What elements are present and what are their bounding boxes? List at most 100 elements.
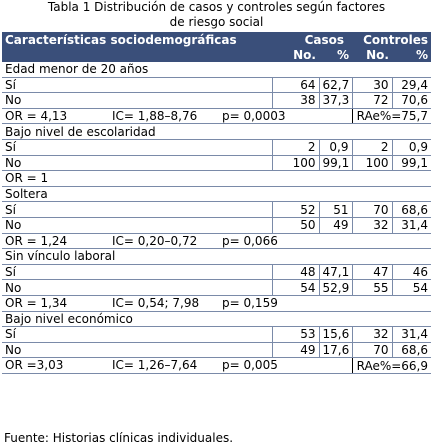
- table-row: No 38 37,3 72 70,6: [2, 92, 432, 109]
- rae-value: [352, 295, 432, 312]
- rae-value: RAe%=66,9: [351, 357, 432, 374]
- confidence-interval: IC= 0,20–0,72: [112, 233, 198, 248]
- cell-c-pct: 47,1: [318, 264, 352, 281]
- cell-c-pct: 51: [318, 201, 352, 218]
- p-value: p= 0,0003: [222, 108, 286, 123]
- row-label: Sí: [2, 201, 272, 218]
- risk-factors-table: Características sociodemográficas Casos …: [2, 32, 432, 374]
- stats-row: OR = 4,13 IC= 1,88–8,76 p= 0,0003 RAe%=75,7: [2, 108, 432, 125]
- header-casos: Casos: [272, 32, 352, 47]
- cell-c-pct: 17,6: [318, 342, 352, 359]
- header-controles: Controles: [352, 32, 432, 47]
- cell-c-pct: 52,9: [318, 279, 352, 296]
- stats-row: OR = 1: [2, 170, 432, 187]
- rae-value: [352, 233, 432, 250]
- table-row: Sí 48 47,1 47 46: [2, 264, 432, 281]
- confidence-interval: IC= 1,88–8,76: [112, 108, 198, 123]
- stats-row: OR = 1,24 IC= 0,20–0,72 p= 0,066: [2, 233, 432, 250]
- rae-value: [352, 170, 432, 187]
- section-title: Soltera: [2, 186, 432, 203]
- cell-k-no: 32: [351, 326, 392, 343]
- cell-c-pct: 37,3: [318, 92, 352, 109]
- odds-ratio: OR =3,03: [5, 358, 64, 373]
- odds-ratio: OR = 1: [5, 171, 49, 186]
- section-title-row: Sin vínculo laboral: [2, 248, 432, 265]
- confidence-interval: IC= 0,54; 7,98: [112, 295, 200, 310]
- section-title: Sin vínculo laboral: [2, 248, 432, 265]
- table-row: No 49 17,6 70 68,6: [2, 342, 432, 359]
- cell-k-no: 100: [351, 155, 392, 172]
- cell-k-pct: 70,6: [391, 92, 432, 109]
- cell-c-no: 53: [271, 326, 319, 343]
- cell-c-no: 49: [271, 342, 319, 359]
- cell-k-no: 55: [351, 279, 392, 296]
- section-title: Bajo nivel económico: [2, 311, 432, 328]
- table-caption: Tabla 1 Distribución de casos y controle…: [0, 0, 433, 30]
- cell-k-pct: 54: [391, 279, 432, 296]
- cell-k-pct: 99,1: [391, 155, 432, 172]
- section-title-row: Soltera: [2, 186, 432, 203]
- cell-c-no: 52: [271, 201, 319, 218]
- cell-k-no: 47: [351, 264, 392, 281]
- cell-c-no: 64: [271, 77, 319, 94]
- section-title: Edad menor de 20 años: [2, 62, 432, 78]
- p-value: p= 0,159: [222, 295, 278, 310]
- odds-ratio: OR = 4,13: [5, 108, 68, 123]
- cell-c-no: 2: [271, 139, 319, 156]
- table-row: Sí 64 62,7 30 29,4: [2, 77, 432, 94]
- table-row: Sí 2 0,9 2 0,9: [2, 139, 432, 156]
- section-title: Bajo nivel de escolaridad: [2, 123, 432, 140]
- table-header-row-2: No. % No. %: [2, 47, 432, 62]
- p-value: p= 0,066: [222, 233, 278, 248]
- row-label: No: [2, 92, 272, 109]
- cell-k-pct: 0,9: [391, 139, 432, 156]
- p-value: p= 0,005: [222, 358, 278, 373]
- cell-k-no: 70: [351, 201, 392, 218]
- odds-ratio: OR = 1,24: [5, 233, 68, 248]
- header-casos-no: No.: [272, 47, 319, 62]
- rae-value: RAe%=75,7: [351, 108, 432, 125]
- section-title-row: Edad menor de 20 años: [2, 62, 432, 78]
- header-characteristics: Características sociodemográficas: [2, 32, 272, 47]
- header-controles-no: No.: [352, 47, 392, 62]
- cell-c-no: 100: [271, 155, 319, 172]
- table-header-row-1: Características sociodemográficas Casos …: [2, 32, 432, 47]
- cell-c-pct: 0,9: [318, 139, 352, 156]
- cell-k-pct: 31,4: [391, 217, 432, 234]
- row-label: Sí: [2, 77, 272, 94]
- stats-row: OR =3,03 IC= 1,26–7,64 p= 0,005 RAe%=66,9: [2, 357, 432, 374]
- cell-k-pct: 68,6: [391, 201, 432, 218]
- cell-c-no: 54: [271, 279, 319, 296]
- cell-c-pct: 49: [318, 217, 352, 234]
- row-label: No: [2, 342, 272, 359]
- cell-k-no: 32: [351, 217, 392, 234]
- cell-k-pct: 29,4: [391, 77, 432, 94]
- cell-k-no: 30: [351, 77, 392, 94]
- cell-c-pct: 99,1: [318, 155, 352, 172]
- table-row: No 54 52,9 55 54: [2, 279, 432, 296]
- odds-ratio: OR = 1,34: [5, 295, 68, 310]
- caption-line-1: Tabla 1 Distribución de casos y controle…: [47, 0, 386, 14]
- row-label: Sí: [2, 326, 272, 343]
- table-row: No 100 99,1 100 99,1: [2, 155, 432, 172]
- cell-c-no: 50: [271, 217, 319, 234]
- caption-line-2: de riesgo social: [169, 15, 264, 29]
- stats-row: OR = 1,34 IC= 0,54; 7,98 p= 0,159: [2, 295, 432, 312]
- table-row: Sí 52 51 70 68,6: [2, 201, 432, 218]
- confidence-interval: IC= 1,26–7,64: [112, 358, 198, 373]
- header-controles-pct: %: [392, 47, 432, 62]
- row-label: No: [2, 155, 272, 172]
- cell-k-pct: 46: [391, 264, 432, 281]
- table-row: Sí 53 15,6 32 31,4: [2, 326, 432, 343]
- cell-c-pct: 15,6: [318, 326, 352, 343]
- table-row: No 50 49 32 31,4: [2, 217, 432, 234]
- source-footnote: Fuente: Historias clínicas individuales.: [4, 431, 234, 445]
- cell-c-pct: 62,7: [318, 77, 352, 94]
- header-casos-pct: %: [319, 47, 352, 62]
- row-label: No: [2, 279, 272, 296]
- section-title-row: Bajo nivel de escolaridad: [2, 123, 432, 140]
- cell-c-no: 38: [271, 92, 319, 109]
- cell-k-no: 2: [351, 139, 392, 156]
- cell-c-no: 48: [271, 264, 319, 281]
- cell-k-no: 72: [351, 92, 392, 109]
